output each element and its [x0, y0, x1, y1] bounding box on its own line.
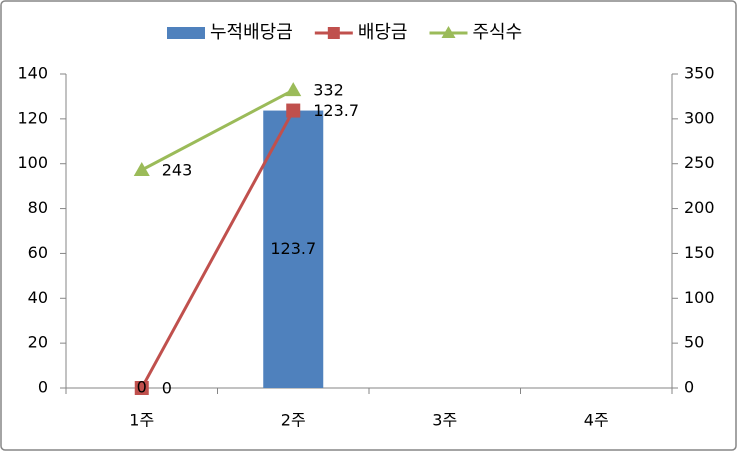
- legend-marker: [327, 27, 340, 39]
- marker: [286, 103, 301, 118]
- y2-tick-label: 350: [684, 64, 715, 83]
- legend-label: 배당금: [358, 22, 408, 43]
- bar: [263, 110, 324, 389]
- legend-swatch: [167, 27, 205, 39]
- x-tick-label: 3주: [432, 411, 457, 430]
- marker: [133, 161, 150, 176]
- y2-tick-label: 50: [684, 333, 704, 352]
- marker: [134, 381, 149, 395]
- bar-value-label: 0: [137, 378, 147, 397]
- line: [141, 88, 294, 172]
- y-tick-label: 100: [17, 153, 48, 172]
- legend-label: 누적배당금: [210, 22, 293, 43]
- y2-tick-label: 0: [684, 378, 694, 397]
- y2-tick-label: 250: [684, 153, 715, 172]
- y-tick-label: 20: [28, 333, 48, 352]
- marker: [285, 82, 302, 97]
- y2-tick-label: 300: [684, 108, 715, 127]
- y-tick-label: 60: [28, 243, 48, 262]
- y2-tick-label: 200: [684, 198, 715, 217]
- value-label: 332: [313, 81, 344, 100]
- bar-value-label: 123.7: [270, 239, 316, 258]
- y-tick-label: 140: [17, 64, 48, 83]
- y-tick-label: 120: [17, 108, 48, 127]
- line: [140, 109, 295, 389]
- legend-label: 주식수: [473, 22, 523, 43]
- y2-tick-label: 100: [684, 288, 715, 307]
- y-tick-label: 0: [38, 378, 48, 397]
- value-label: 123.7: [313, 101, 359, 120]
- x-tick-label: 4주: [584, 411, 609, 430]
- value-label: 243: [162, 160, 193, 179]
- y-tick-label: 40: [28, 288, 48, 307]
- value-label: 0: [162, 379, 172, 398]
- x-tick-label: 1주: [129, 411, 154, 430]
- y2-tick-label: 150: [684, 243, 715, 262]
- x-tick-label: 2주: [281, 411, 306, 430]
- legend-marker: [441, 26, 456, 38]
- y-tick-label: 80: [28, 198, 48, 217]
